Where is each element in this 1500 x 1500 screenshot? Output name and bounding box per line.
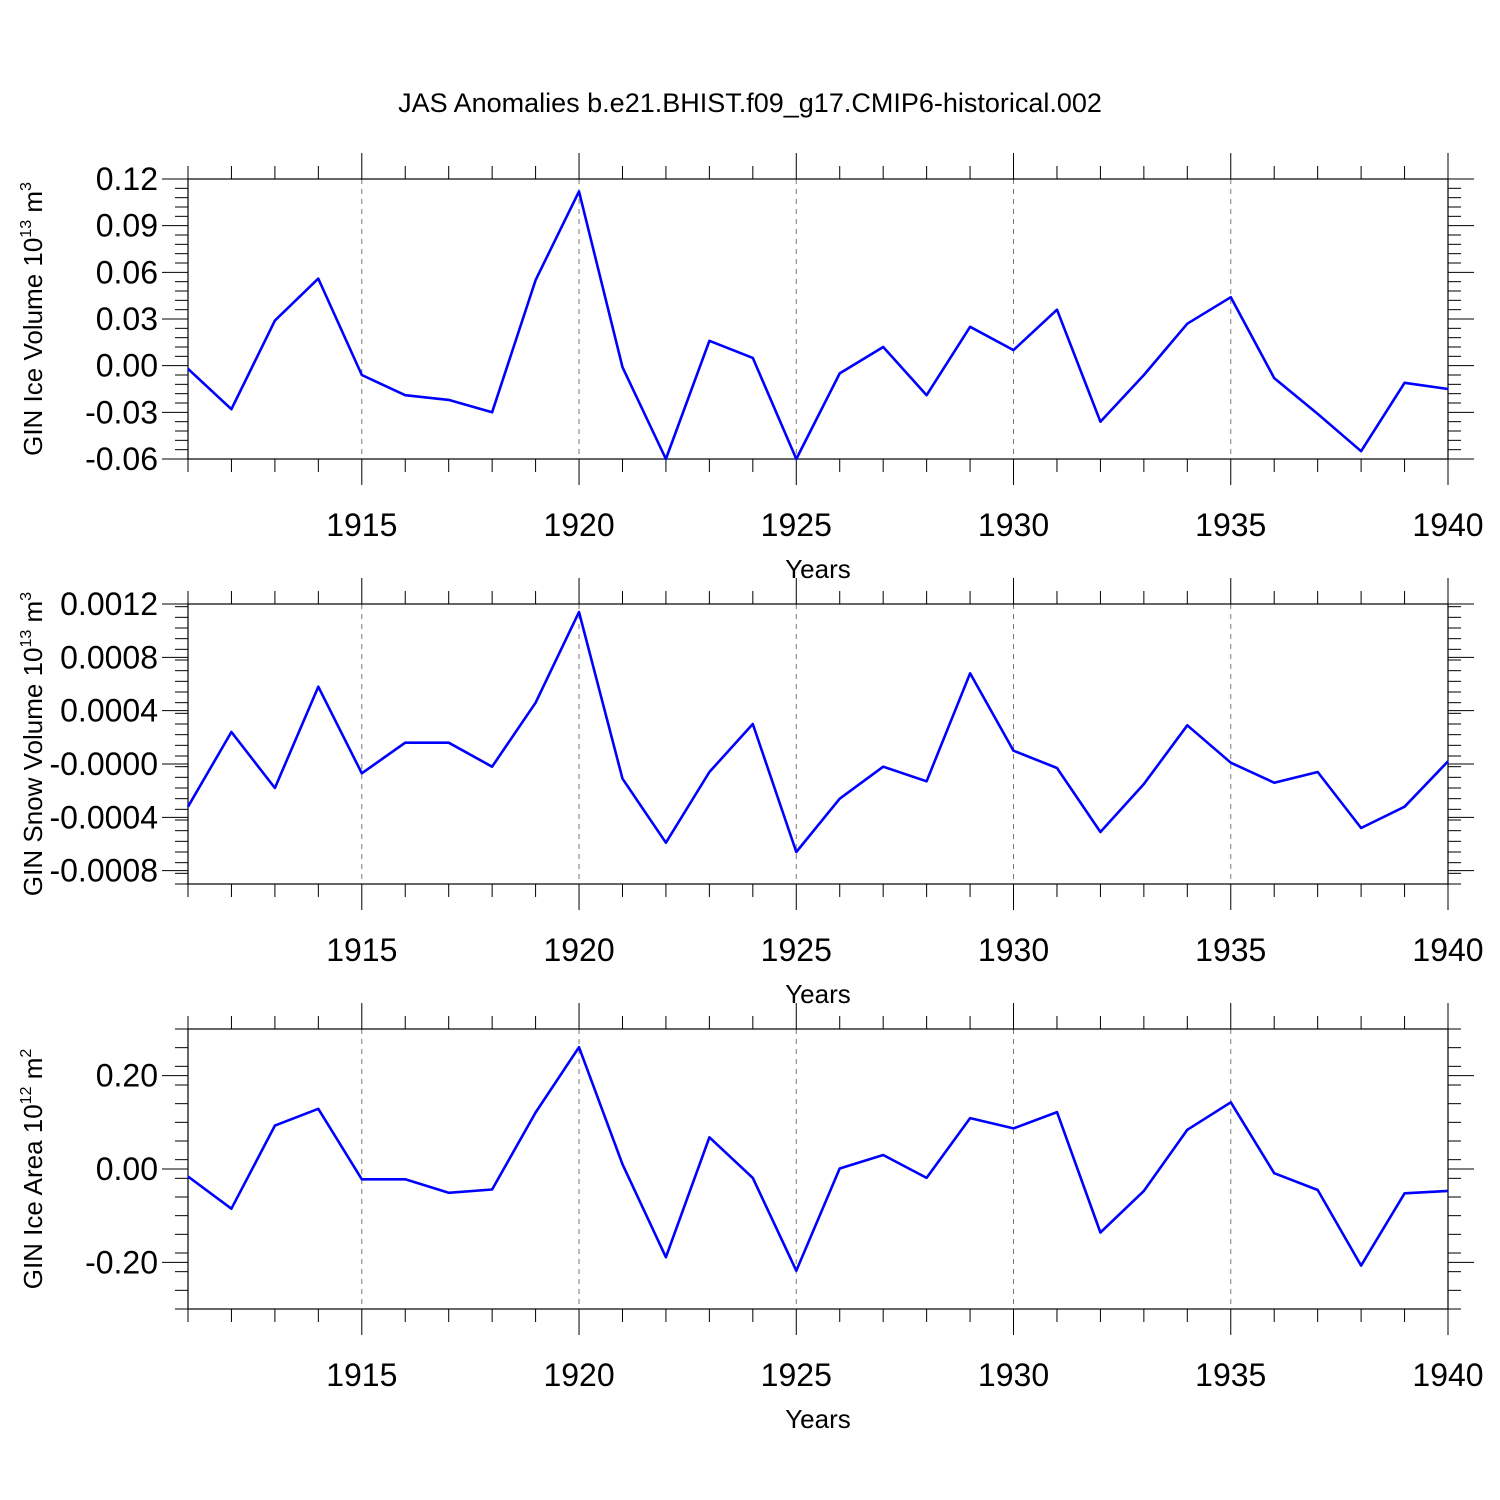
y-tick-label: -0.03 bbox=[85, 394, 158, 430]
y-axis-label: GIN Ice Area 1012 m2 bbox=[18, 1049, 48, 1290]
y-axis-label: GIN Snow Volume 1013 m3 bbox=[18, 592, 48, 896]
x-tick-label: 1935 bbox=[1195, 1357, 1266, 1393]
y-tick-label: -0.20 bbox=[85, 1244, 158, 1280]
y-tick-label: 0.00 bbox=[96, 348, 158, 384]
x-tick-label: 1925 bbox=[761, 932, 832, 968]
y-tick-label: 0.09 bbox=[96, 208, 158, 244]
y-tick-label: 0.03 bbox=[96, 301, 158, 337]
x-tick-label: 1930 bbox=[978, 1357, 1049, 1393]
series-line-ice-area bbox=[187, 1045, 1449, 1272]
x-tick-label: 1915 bbox=[326, 1357, 397, 1393]
y-tick-label: -0.0008 bbox=[49, 853, 158, 889]
x-tick-label: 1920 bbox=[543, 932, 614, 968]
x-tick-label: 1940 bbox=[1412, 1357, 1483, 1393]
panel-snow-volume: 0.0012 0.0008 0.0004 -0.0000 -0.0004 -0.0008 1… bbox=[18, 578, 1484, 1009]
x-tick-label: 1935 bbox=[1195, 932, 1266, 968]
x-tick-label: 1920 bbox=[543, 1357, 614, 1393]
x-tick-label: 1925 bbox=[761, 1357, 832, 1393]
chart-title: JAS Anomalies b.e21.BHIST.f09_g17.CMIP6-… bbox=[398, 88, 1102, 118]
x-axis-label: Years bbox=[785, 1404, 851, 1434]
y-tick-label: 0.20 bbox=[96, 1058, 158, 1094]
x-tick-label: 1930 bbox=[978, 932, 1049, 968]
x-tick-label: 1920 bbox=[543, 507, 614, 543]
series-line-ice-volume bbox=[187, 190, 1449, 461]
x-axis-label: Years bbox=[785, 554, 851, 584]
panel-ice-volume: 0.12 0.09 0.06 0.03 0.00 -0.03 -0.06 1915 1920 19… bbox=[18, 153, 1484, 584]
x-tick-label: 1930 bbox=[978, 507, 1049, 543]
series-line-snow-volume bbox=[186, 610, 1449, 854]
x-tick-label: 1915 bbox=[326, 507, 397, 543]
y-tick-label: -0.0004 bbox=[49, 799, 158, 835]
y-tick-label: 0.06 bbox=[96, 254, 158, 290]
y-tick-label: 0.00 bbox=[96, 1151, 158, 1187]
y-tick-label: 0.0012 bbox=[60, 586, 158, 622]
y-tick-label: 0.0004 bbox=[60, 693, 158, 729]
x-tick-label: 1935 bbox=[1195, 507, 1266, 543]
panel-ice-area: 0.20 0.00 -0.20 1915 1920 1925 1930 1935 1940 Yea… bbox=[18, 1003, 1484, 1434]
x-tick-label: 1925 bbox=[761, 507, 832, 543]
y-axis-label: GIN Ice Volume 1013 m3 bbox=[18, 182, 48, 456]
y-tick-label: 0.0008 bbox=[60, 639, 158, 675]
y-tick-label: -0.0000 bbox=[49, 746, 158, 782]
x-axis-label: Years bbox=[785, 979, 851, 1009]
x-tick-label: 1915 bbox=[326, 932, 397, 968]
x-tick-label: 1940 bbox=[1412, 932, 1483, 968]
plot-frame bbox=[187, 1028, 1449, 1310]
y-tick-label: -0.06 bbox=[85, 441, 158, 477]
plot-frame bbox=[187, 603, 1449, 885]
x-tick-label: 1940 bbox=[1412, 507, 1483, 543]
y-tick-label: 0.12 bbox=[96, 161, 158, 197]
